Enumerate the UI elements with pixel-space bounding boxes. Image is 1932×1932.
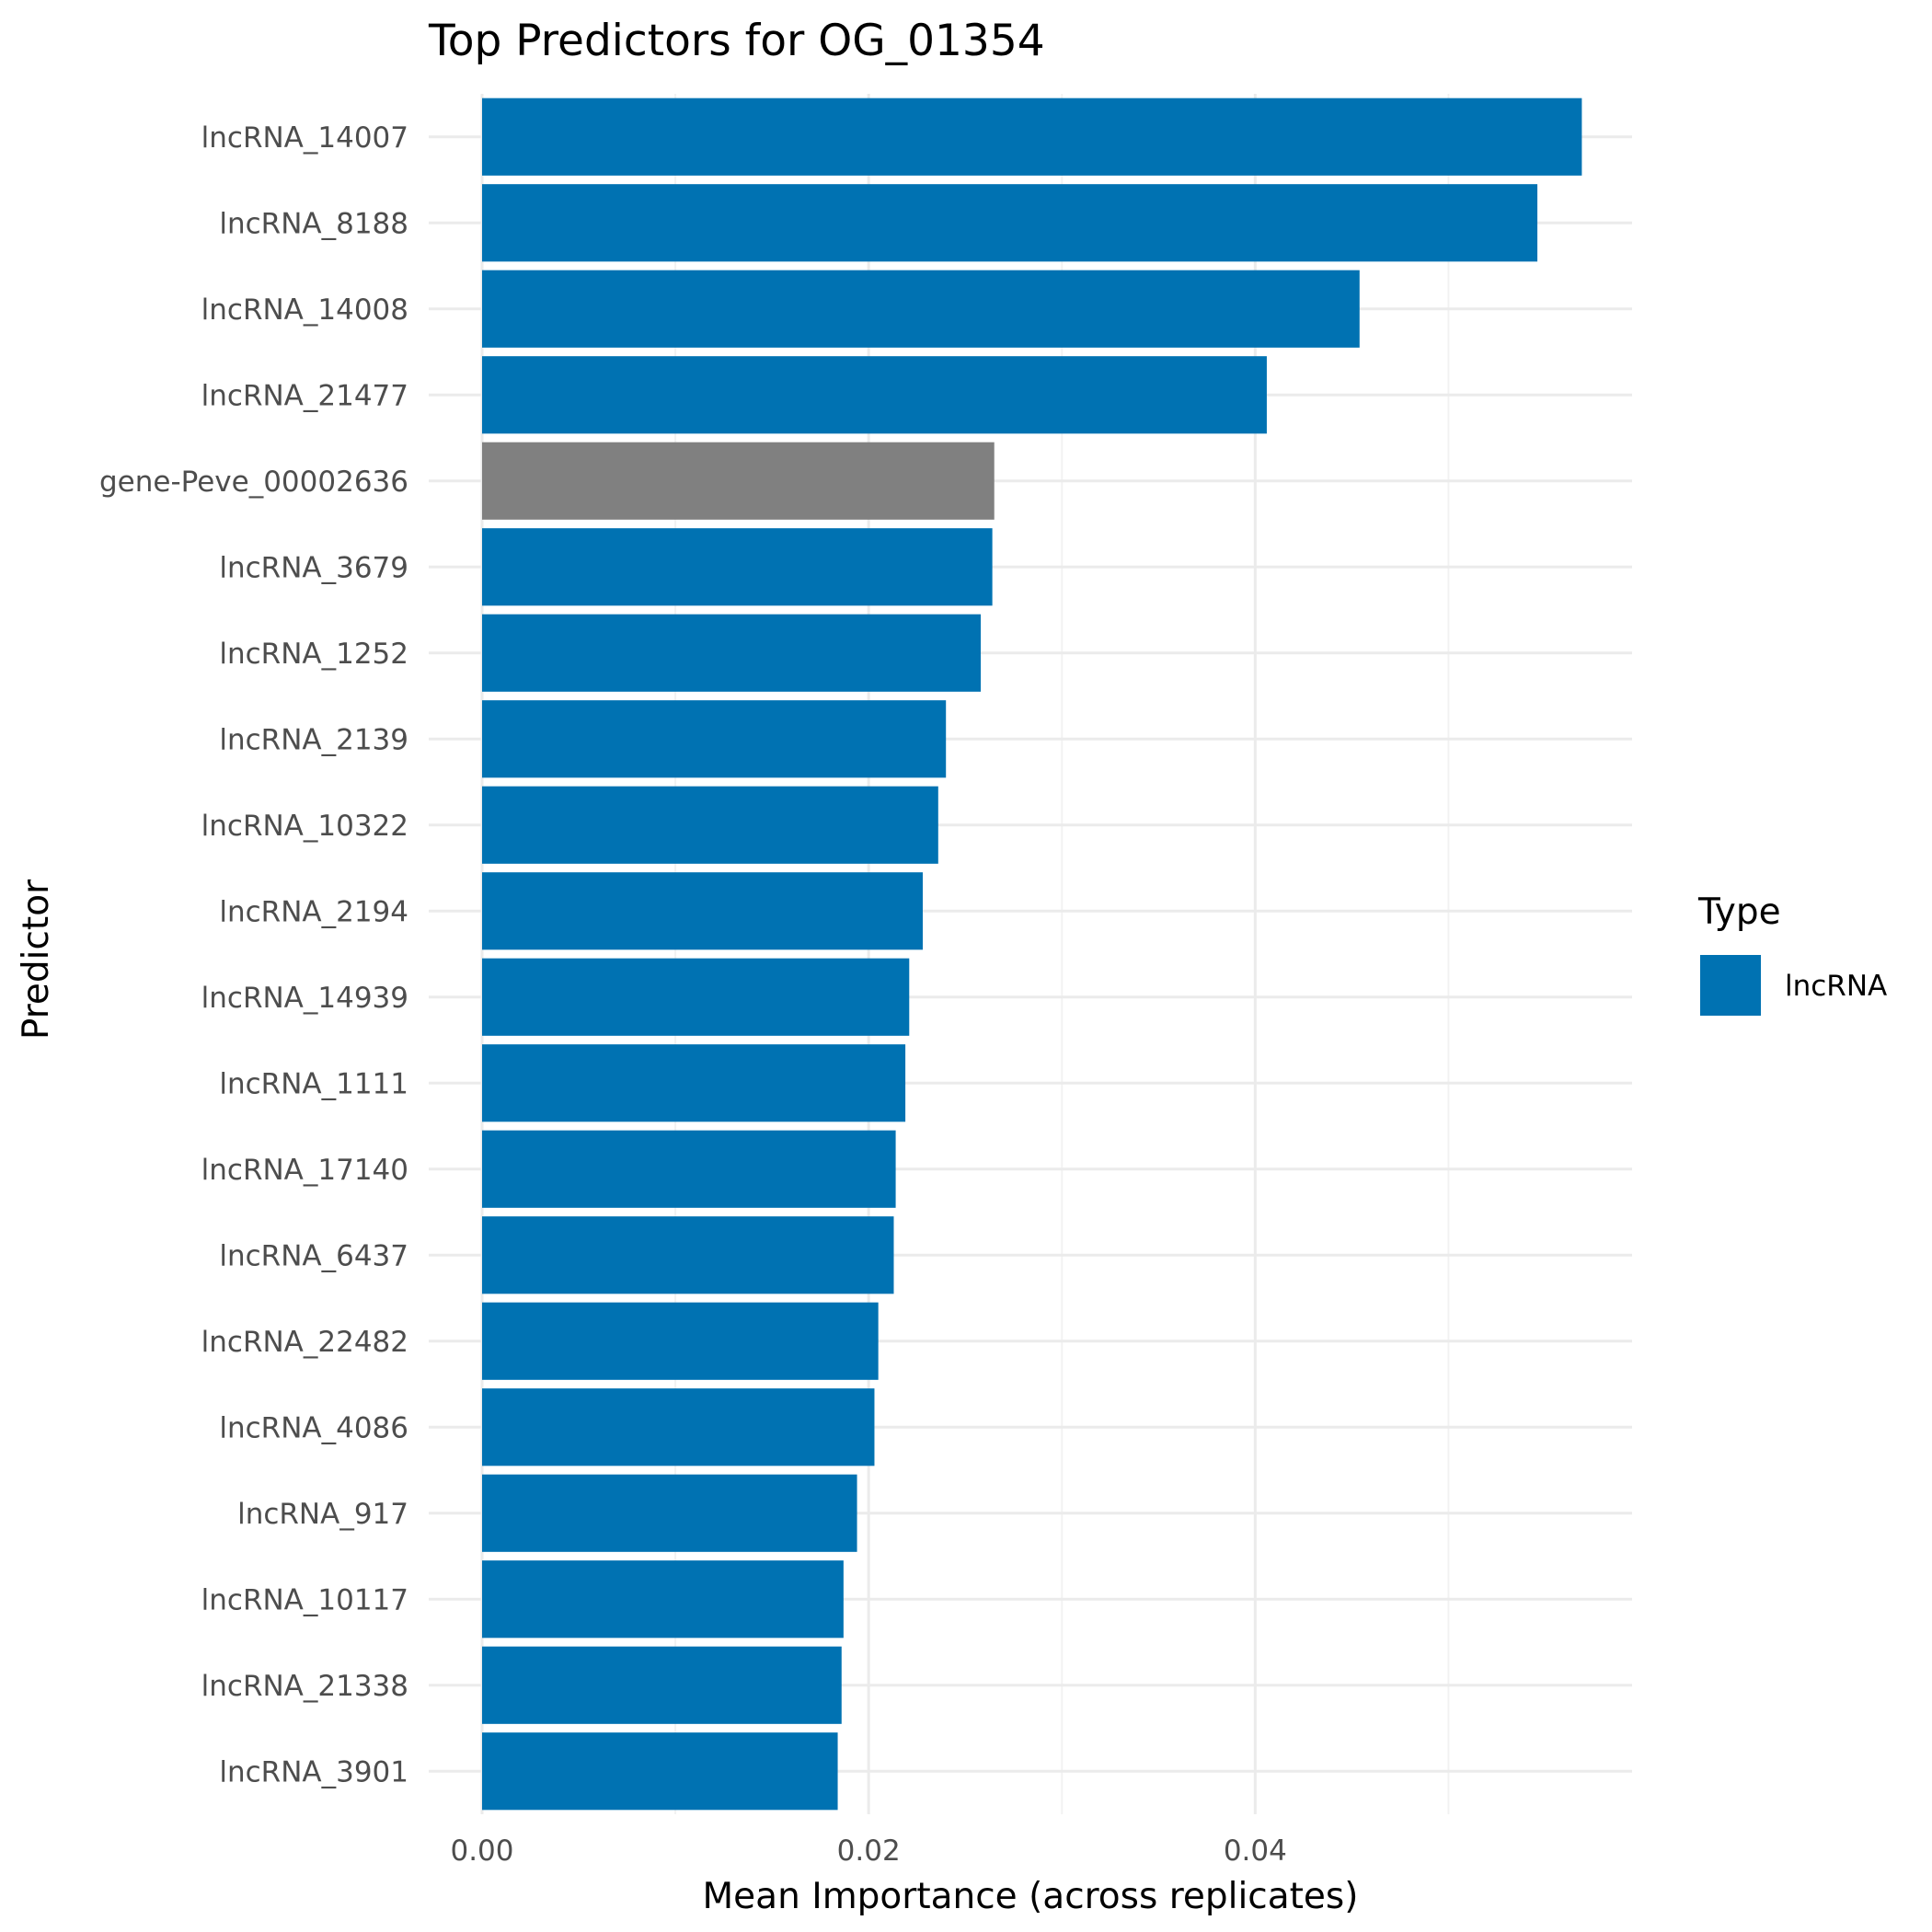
y-tick-label: lncRNA_3901 bbox=[219, 1755, 408, 1788]
bar-lncrna-6437 bbox=[482, 1216, 894, 1294]
legend: Type lncRNA bbox=[1697, 891, 1887, 1016]
y-tick-label: lncRNA_22482 bbox=[201, 1326, 408, 1359]
bar-lncrna-14939 bbox=[482, 958, 910, 1036]
bar-lncrna-1252 bbox=[482, 614, 982, 692]
bar-lncrna-22482 bbox=[482, 1302, 879, 1380]
y-tick-label: lncRNA_14007 bbox=[201, 121, 408, 155]
y-tick-label: lncRNA_8188 bbox=[219, 207, 408, 240]
bar-lncrna-4086 bbox=[482, 1388, 875, 1466]
y-tick-label: lncRNA_17140 bbox=[201, 1154, 408, 1187]
bar-lncrna-3901 bbox=[482, 1732, 838, 1811]
y-tick-label: lncRNA_917 bbox=[237, 1498, 408, 1531]
grid-lines bbox=[429, 94, 1632, 1814]
bar-lncrna-10322 bbox=[482, 786, 938, 864]
y-tick-label: lncRNA_21477 bbox=[201, 379, 408, 412]
x-tick-label: 0.04 bbox=[1224, 1834, 1287, 1868]
y-axis-title: Predictor bbox=[16, 879, 57, 1040]
bars bbox=[482, 98, 1582, 1811]
bar-lncrna-1111 bbox=[482, 1044, 906, 1122]
bar-lncrna-8188 bbox=[482, 184, 1538, 262]
y-tick-label: lncRNA_4086 bbox=[219, 1411, 408, 1444]
bar-lncrna-2139 bbox=[482, 700, 947, 778]
y-tick-label: lncRNA_10322 bbox=[201, 810, 408, 843]
y-tick-label: lncRNA_3679 bbox=[219, 551, 408, 584]
bar-lncrna-14008 bbox=[482, 270, 1360, 348]
bar-gene-peve-00002636 bbox=[482, 442, 995, 520]
y-tick-label: lncRNA_1111 bbox=[219, 1067, 408, 1100]
y-tick-label: lncRNA_10117 bbox=[201, 1583, 408, 1616]
y-axis-tick-labels: lncRNA_14007 lncRNA_8188 lncRNA_14008 lncRN… bbox=[99, 121, 408, 1789]
bar-lncrna-21338 bbox=[482, 1646, 842, 1724]
bar-lncrna-3679 bbox=[482, 528, 993, 606]
y-tick-label: lncRNA_1252 bbox=[219, 638, 408, 671]
legend-title: Type bbox=[1697, 891, 1781, 933]
y-tick-label: lncRNA_14939 bbox=[201, 982, 408, 1015]
y-tick-label: lncRNA_6437 bbox=[219, 1239, 408, 1272]
x-tick-label: 0.02 bbox=[837, 1834, 901, 1868]
y-tick-label: lncRNA_21338 bbox=[201, 1670, 408, 1703]
bar-lncrna-917 bbox=[482, 1474, 857, 1552]
y-tick-label: gene-Peve_00002636 bbox=[99, 466, 408, 499]
x-axis-title: Mean Importance (across replicates) bbox=[703, 1876, 1359, 1917]
y-tick-label: lncRNA_2194 bbox=[219, 895, 408, 928]
chart-title: Top Predictors for OG_01354 bbox=[428, 16, 1045, 66]
bar-lncrna-10117 bbox=[482, 1560, 844, 1639]
y-tick-label: lncRNA_14008 bbox=[201, 293, 408, 327]
bar-lncrna-21477 bbox=[482, 356, 1267, 434]
legend-label-lncrna: lncRNA bbox=[1785, 970, 1887, 1003]
bar-lncrna-14007 bbox=[482, 98, 1582, 176]
legend-key-lncrna bbox=[1700, 955, 1761, 1016]
bar-lncrna-17140 bbox=[482, 1130, 896, 1208]
x-tick-label: 0.00 bbox=[450, 1834, 513, 1868]
bar-lncrna-2194 bbox=[482, 872, 923, 950]
x-axis-tick-labels: 0.00 0.02 0.04 bbox=[450, 1834, 1286, 1868]
y-tick-label: lncRNA_2139 bbox=[219, 723, 408, 756]
